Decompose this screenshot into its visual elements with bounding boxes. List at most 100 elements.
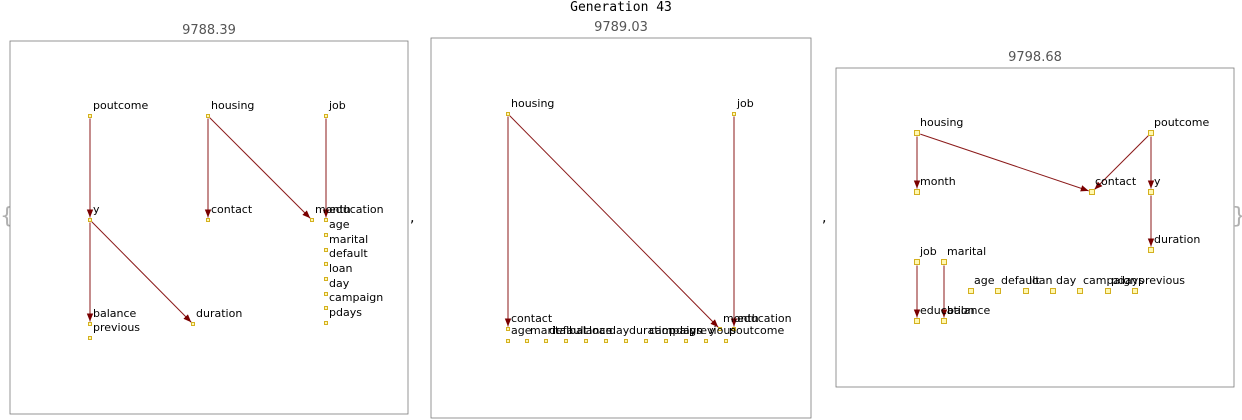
panel-2-node-poutcome: poutcome <box>724 324 784 343</box>
panel-2-node-marital: marital <box>525 324 569 343</box>
node-marker <box>206 218 210 222</box>
node-marker <box>506 339 510 343</box>
node-marker <box>564 339 568 343</box>
node-label: age <box>511 324 532 337</box>
panel-2-score: 9789.03 <box>594 20 648 35</box>
panel-3-edge-housing-to-contact <box>920 133 1089 192</box>
node-marker <box>324 292 328 296</box>
panel-1-node-job: job <box>324 99 346 118</box>
panel-2-node-day: day <box>604 324 630 343</box>
node-marker <box>644 339 648 343</box>
node-marker <box>724 339 728 343</box>
node-marker <box>1132 288 1138 294</box>
node-marker <box>1089 189 1095 195</box>
panel-3-node-contact: contact <box>1089 175 1137 195</box>
node-label: education <box>920 304 975 317</box>
panel-3-node-poutcome: poutcome <box>1148 116 1209 136</box>
node-marker <box>206 114 210 118</box>
panel-1-node-previous: previous <box>88 321 140 340</box>
panel-2-node-default: default <box>544 324 588 343</box>
node-marker <box>191 322 195 326</box>
panel-3-node-y: y <box>1148 175 1161 195</box>
node-marker <box>324 248 328 252</box>
node-label: balance <box>93 307 137 320</box>
node-label: marital <box>530 324 569 337</box>
node-label: poutcome <box>93 99 148 112</box>
panel-1-node-contact: contact <box>206 203 253 222</box>
node-label: previous <box>93 321 140 334</box>
node-marker <box>88 114 92 118</box>
panel-2-node-y: y <box>704 324 716 343</box>
node-marker <box>324 218 328 222</box>
panel-3-node-day: day <box>1050 274 1077 294</box>
node-label: contact <box>211 203 253 216</box>
node-label: education <box>737 312 792 325</box>
panel-3-node-campaign: campaign <box>1077 274 1137 294</box>
node-label: job <box>919 245 937 258</box>
node-label: age <box>329 218 350 231</box>
node-marker <box>1105 288 1111 294</box>
panel-1-frame <box>9 40 409 415</box>
node-label: job <box>736 97 754 110</box>
panel-1-node-housing: housing <box>206 99 254 118</box>
node-label: pdays <box>1111 274 1144 287</box>
node-marker <box>1148 130 1154 136</box>
panel-1-node-marital: marital <box>324 233 368 252</box>
node-label: balance <box>569 324 613 337</box>
node-marker <box>525 339 529 343</box>
node-label: month <box>920 175 956 188</box>
node-label: y <box>93 203 100 216</box>
panel-2-node-month: month <box>718 312 759 331</box>
node-label: age <box>974 274 995 287</box>
panel-3-node-balance: balance <box>941 304 991 324</box>
node-marker <box>1023 288 1029 294</box>
node-label: job <box>328 99 346 112</box>
node-marker <box>324 233 328 237</box>
node-marker <box>624 339 628 343</box>
node-marker <box>506 112 510 116</box>
node-marker <box>914 318 920 324</box>
node-label: duration <box>196 307 242 320</box>
panel-2-node-balance: balance <box>564 324 613 343</box>
node-label: housing <box>511 97 554 110</box>
node-marker <box>941 259 947 265</box>
panel-3-node-pdays: pdays <box>1105 274 1144 294</box>
panel-2-node-contact: contact <box>506 312 553 331</box>
node-marker <box>324 114 328 118</box>
panel-1-node-day: day <box>324 277 350 296</box>
node-marker <box>506 327 510 331</box>
node-marker <box>324 262 328 266</box>
node-marker <box>914 189 920 195</box>
node-label: pdays <box>329 306 362 319</box>
panel-2-node-loan: loan <box>584 324 613 343</box>
panel-1-node-age: age <box>324 218 350 237</box>
node-label: housing <box>211 99 254 112</box>
panel-3-frame <box>835 67 1235 388</box>
node-label: month <box>315 203 351 216</box>
separator-comma-1: , <box>410 210 415 226</box>
node-marker <box>732 112 736 116</box>
node-marker <box>941 318 947 324</box>
node-label: day <box>609 324 630 337</box>
panel-1-score: 9788.39 <box>182 23 236 38</box>
node-marker <box>968 288 974 294</box>
node-marker <box>718 327 722 331</box>
node-label: default <box>1001 274 1040 287</box>
node-label: month <box>723 312 759 325</box>
node-label: marital <box>329 233 368 246</box>
node-label: previous <box>1138 274 1185 287</box>
node-label: poutcome <box>1154 116 1209 129</box>
node-label: campaign <box>1083 274 1137 287</box>
node-marker <box>324 306 328 310</box>
node-marker <box>324 321 328 325</box>
node-label: marital <box>947 245 986 258</box>
panel-1-node-month: month <box>310 203 351 222</box>
node-label: contact <box>1095 175 1137 188</box>
node-marker <box>544 339 548 343</box>
node-marker <box>732 327 736 331</box>
node-marker <box>914 130 920 136</box>
node-label: education <box>329 203 384 216</box>
panel-1-node-education: education <box>324 203 384 222</box>
panel-2-edge-housing-to-month <box>509 115 719 328</box>
separator-comma-2: , <box>822 210 827 226</box>
